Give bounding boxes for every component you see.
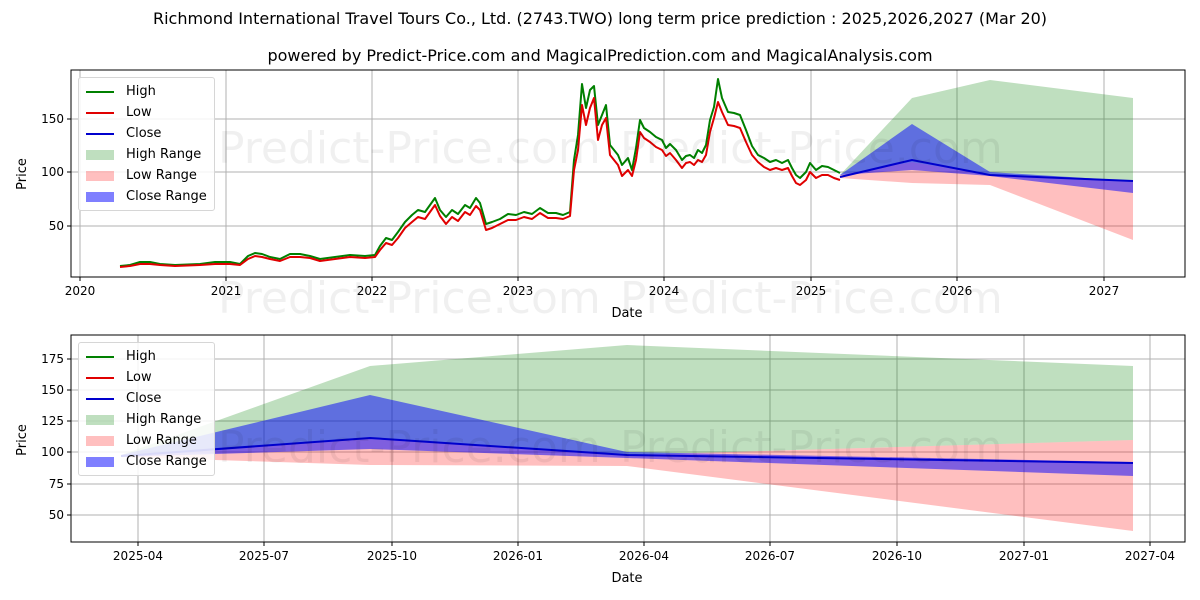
legend-label: High: [126, 84, 156, 99]
legend-item-close-range: Close Range: [86, 451, 207, 472]
x-tick-label: 2026-10: [872, 549, 922, 563]
legend-item-high: High: [86, 81, 207, 102]
legend-label: Close: [126, 126, 162, 141]
legend-line-swatch-icon: [86, 355, 114, 358]
x-tick-label: 2023: [503, 284, 534, 298]
x-tick-label: 2024: [649, 284, 680, 298]
legend-label: High: [126, 349, 156, 364]
top-ticks: 2020 2021 2022 2023 2024 2025 2026 2027 50 100 150: [41, 112, 1119, 298]
x-tick-label: 2025-04: [113, 549, 163, 563]
legend-item-low: Low: [86, 102, 207, 123]
legend-item-low-range: Low Range: [86, 430, 207, 451]
watermark: Predict-Price.com: [620, 422, 1003, 473]
y-tick-label: 150: [41, 383, 64, 397]
bottom-ticks: 2025-04 2025-07 2025-10 2026-01 2026-04 2026-…: [41, 352, 1175, 563]
legend-label: Close Range: [126, 189, 207, 204]
legend-label: High Range: [126, 412, 202, 427]
watermark: Predict-Price.com: [218, 273, 601, 324]
top-high-line: [119, 78, 841, 267]
top-y-axis-label: Price: [15, 158, 30, 190]
legend-label: Low: [126, 105, 152, 120]
legend-item-close: Close: [86, 388, 207, 409]
legend-line-swatch-icon: [86, 376, 114, 379]
legend-line-swatch-icon: [86, 90, 114, 93]
legend-patch-swatch-icon: [86, 191, 114, 202]
watermark: Predict-Price.com: [620, 123, 1003, 174]
watermark: Predict-Price.com: [218, 123, 601, 174]
bottom-x-axis-label: Date: [611, 571, 642, 586]
top-grid: [71, 70, 1185, 277]
x-tick-label: 2026: [942, 284, 973, 298]
legend-item-low: Low: [86, 367, 207, 388]
legend-line-swatch-icon: [86, 397, 114, 400]
top-low-line: [119, 97, 841, 268]
x-tick-label: 2027-04: [1125, 549, 1175, 563]
watermark: Predict-Price.com: [218, 422, 601, 473]
legend-item-high-range: High Range: [86, 144, 207, 165]
x-tick-label: 2021: [211, 284, 242, 298]
legend-line-swatch-icon: [86, 111, 114, 114]
x-tick-label: 2026-04: [619, 549, 669, 563]
x-tick-label: 2027: [1089, 284, 1120, 298]
legend-patch-swatch-icon: [86, 456, 114, 467]
chart-subtitle: powered by Predict-Price.com and Magical…: [267, 46, 933, 65]
top-close-line: [839, 158, 1134, 182]
top-axes-frame: [70, 69, 1186, 278]
bottom-legend: High Low Close High Range Low Range Close Ran…: [78, 342, 215, 476]
legend-item-high: High: [86, 346, 207, 367]
legend-item-low-range: Low Range: [86, 165, 207, 186]
y-tick-label: 100: [41, 445, 64, 459]
legend-patch-swatch-icon: [86, 149, 114, 160]
watermark: Predict-Price.com: [620, 273, 1003, 324]
y-tick-label: 175: [41, 352, 64, 366]
legend-label: High Range: [126, 147, 202, 162]
bottom-axes-frame: [70, 334, 1186, 543]
top-x-axis-label: Date: [611, 306, 642, 321]
y-tick-label: 75: [49, 477, 64, 491]
x-tick-label: 2026-07: [745, 549, 795, 563]
bottom-chart: 2025-04 2025-07 2025-10 2026-01 2026-04 2026-…: [15, 334, 1186, 586]
bottom-close-range-area: [121, 395, 1133, 476]
y-tick-label: 125: [41, 414, 64, 428]
legend-patch-swatch-icon: [86, 435, 114, 446]
legend-patch-swatch-icon: [86, 170, 114, 181]
x-tick-label: 2025: [796, 284, 827, 298]
top-close-range-area: [840, 124, 1133, 193]
legend-item-close-range: Close Range: [86, 186, 207, 207]
bottom-close-line: [120, 436, 1134, 464]
legend-patch-swatch-icon: [86, 414, 114, 425]
legend-label: Low Range: [126, 433, 197, 448]
y-tick-label: 100: [41, 165, 64, 179]
bottom-y-axis-label: Price: [15, 424, 30, 456]
legend-label: Low Range: [126, 168, 197, 183]
top-chart: 2020 2021 2022 2023 2024 2025 2026 2027 50 100 150…: [15, 69, 1186, 324]
chart-title: Richmond International Travel Tours Co.,…: [152, 9, 1048, 28]
x-tick-label: 2027-01: [999, 549, 1049, 563]
legend-line-swatch-icon: [86, 132, 114, 135]
y-tick-label: 50: [49, 508, 64, 522]
y-tick-label: 50: [49, 219, 64, 233]
x-tick-label: 2026-01: [493, 549, 543, 563]
legend-label: Close: [126, 391, 162, 406]
legend-label: Low: [126, 370, 152, 385]
x-tick-label: 2022: [357, 284, 388, 298]
legend-item-close: Close: [86, 123, 207, 144]
x-tick-label: 2025-07: [239, 549, 289, 563]
legend-label: Close Range: [126, 454, 207, 469]
y-tick-label: 150: [41, 112, 64, 126]
legend-item-high-range: High Range: [86, 409, 207, 430]
x-tick-label: 2020: [65, 284, 96, 298]
top-legend: High Low Close High Range Low Range Close Ran…: [78, 77, 215, 211]
x-tick-label: 2025-10: [367, 549, 417, 563]
